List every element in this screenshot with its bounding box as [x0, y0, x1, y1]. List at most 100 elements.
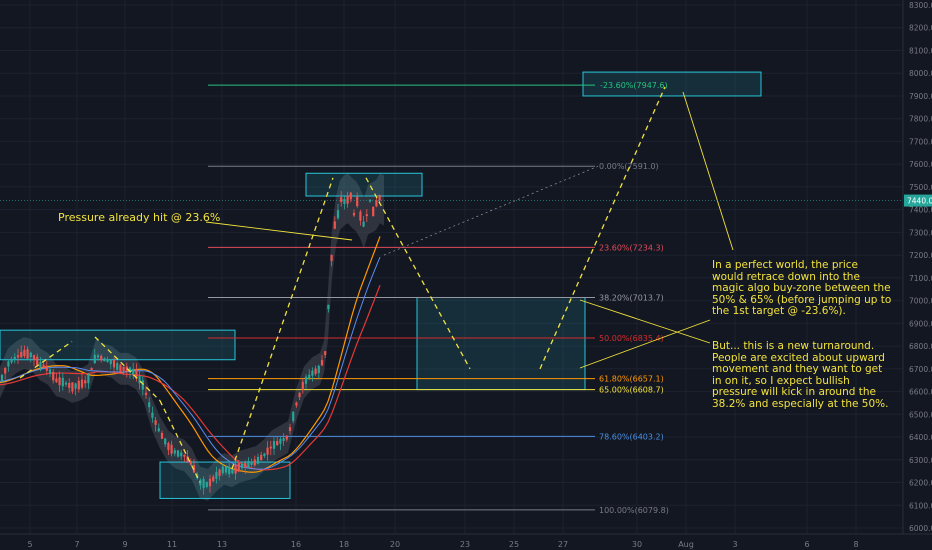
candle-body [228, 466, 231, 475]
candle-body [301, 381, 304, 390]
price-axis: 6000.0 6100.0 6200.0 6300.0 6400.0 6500.0 6600… [0, 0, 932, 534]
candle-body [80, 379, 84, 388]
candle-body [109, 359, 112, 365]
y-tick-label: 7400.0 [909, 206, 932, 215]
candle-body [231, 468, 234, 474]
candle-body [375, 200, 378, 207]
fib-label: 61.80%(6657.1) [599, 375, 664, 384]
candle-body [23, 349, 26, 357]
candle-body [93, 354, 96, 364]
y-tick-label: 6600.0 [909, 388, 932, 397]
candle-body [157, 428, 160, 432]
candle-body [148, 402, 151, 408]
candle-body [141, 380, 144, 390]
projection-drawings [19, 86, 734, 483]
candle-body [320, 360, 324, 366]
x-tick-label: 9 [122, 540, 127, 549]
candle-body [272, 441, 276, 449]
x-tick-label: 20 [390, 540, 400, 549]
candle-body [90, 367, 93, 370]
volatility-band [0, 173, 384, 501]
candle-body [349, 192, 352, 200]
fib-label: 78.60%(6403.2) [599, 432, 664, 441]
y-tick-label: 6100.0 [909, 501, 932, 510]
candle-body [29, 352, 32, 358]
fib-label: 100.00%(6079.8) [599, 506, 669, 515]
candle-body [87, 374, 90, 384]
candle-body [13, 356, 16, 361]
callout-line [579, 299, 711, 344]
x-tick-label: 5 [27, 540, 32, 549]
candle-body [52, 372, 55, 381]
candle-body [311, 370, 314, 376]
candle-body [343, 198, 346, 204]
x-tick-label: 3 [732, 540, 737, 549]
candle-body [327, 304, 330, 310]
candle-body [356, 196, 359, 207]
candle-body [186, 456, 189, 463]
candle-body [125, 366, 128, 372]
candle-body [84, 380, 87, 384]
y-tick-label: 7000.0 [909, 297, 932, 306]
callout-line [205, 221, 353, 241]
x-tick-label: 6 [804, 540, 809, 549]
x-tick-label: 23 [460, 540, 470, 549]
callout-line [579, 319, 711, 369]
candle-body [68, 382, 71, 388]
fib-label: 50.00%(6835.4) [599, 334, 664, 343]
candle-body [167, 443, 170, 450]
projection-path [19, 341, 73, 379]
candle-body [173, 450, 176, 454]
candle-body [48, 369, 52, 374]
candle-body [237, 463, 240, 472]
candle-body [26, 349, 29, 359]
candle-body [160, 432, 164, 439]
candle-body [164, 438, 167, 445]
candle-body [183, 454, 186, 457]
x-tick-label: 7 [74, 540, 79, 549]
candle-body [346, 195, 349, 204]
candle-body [352, 212, 356, 216]
candle-body [317, 365, 320, 374]
ma-line-red [0, 285, 381, 471]
annotation-turnaround: But... this is a new turnaround. People … [712, 340, 889, 410]
candle-body [218, 469, 221, 476]
candle-body [151, 412, 154, 418]
candle-body [199, 479, 202, 486]
candle-body [77, 380, 80, 390]
candle-body [247, 460, 250, 468]
candle-body [263, 453, 266, 457]
y-tick-label: 6400.0 [909, 433, 932, 442]
candle-body [16, 355, 20, 358]
candle-body [135, 369, 138, 379]
x-tick-label: 30 [632, 540, 642, 549]
bollinger-band [0, 173, 384, 501]
candle-body [154, 420, 157, 425]
y-tick-label: 8300.0 [909, 1, 932, 10]
candle-body [215, 472, 218, 479]
projection-path [365, 177, 471, 370]
candle-body [138, 375, 141, 384]
candle-body [103, 358, 106, 362]
candle-body [330, 254, 333, 261]
candle-body [144, 392, 148, 396]
candle-body [170, 444, 173, 454]
candle-body [253, 459, 256, 466]
candle-body [221, 466, 224, 474]
candle-body [36, 356, 39, 366]
candle-body [260, 454, 263, 461]
candlesticks [0, 191, 381, 495]
candle-body [333, 221, 336, 229]
candle-body [132, 368, 135, 375]
candle-body [292, 411, 295, 421]
candle-body [340, 197, 343, 203]
candle-body [180, 452, 183, 457]
y-tick-label: 6500.0 [909, 410, 932, 419]
candle-body [282, 438, 285, 442]
support-zones [0, 71, 762, 499]
y-tick-label: 6900.0 [909, 319, 932, 328]
y-tick-label: 7900.0 [909, 92, 932, 101]
current-price-label: 7440.0 [907, 197, 932, 206]
candle-body [100, 355, 103, 361]
